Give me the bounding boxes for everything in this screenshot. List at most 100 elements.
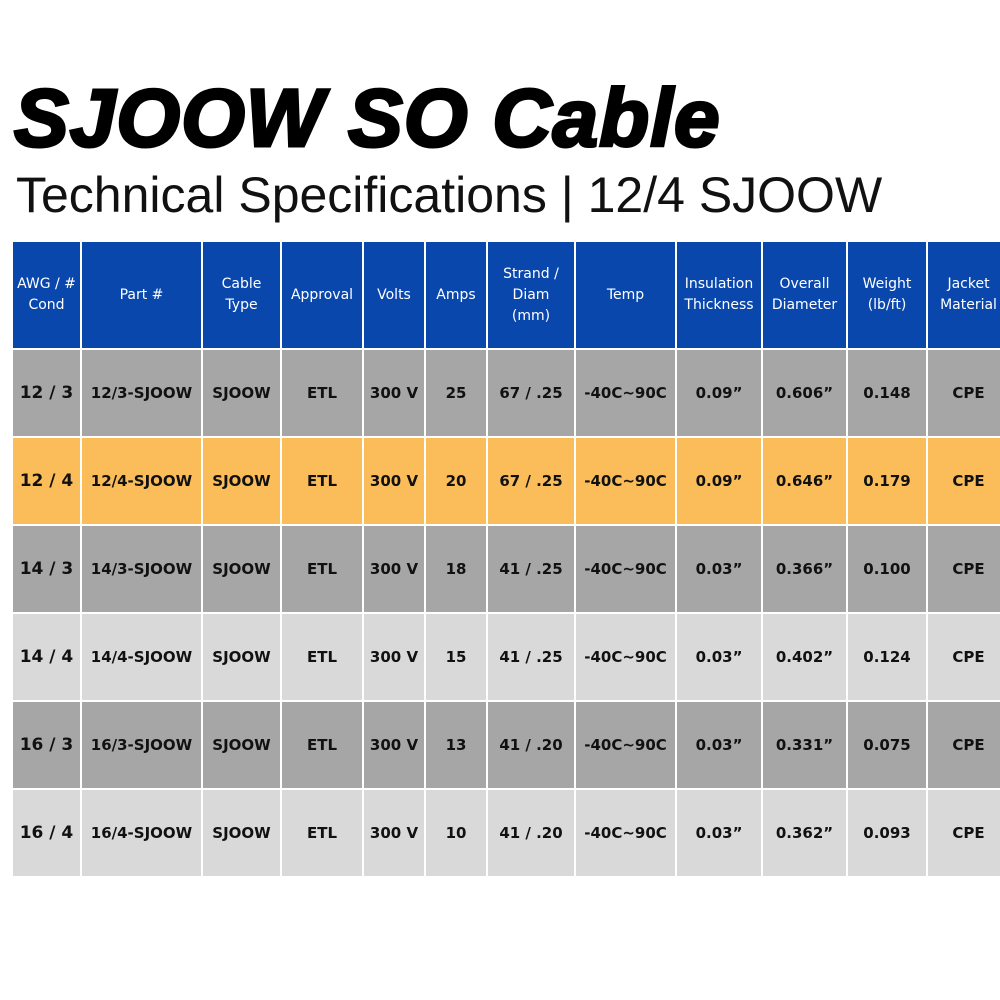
table-cell: 41 / .20: [488, 702, 574, 788]
table-row: 16 / 4 16/4-SJOOW SJOOW ETL 300 V 10 41 / .20-…: [13, 790, 1000, 876]
table-cell: 0.402”: [763, 614, 846, 700]
table-row: 12 / 4 12/4-SJOOW SJOOW ETL 300 V 20 67 / .25-…: [13, 438, 1000, 524]
table-cell: ETL: [282, 438, 362, 524]
table-cell: 41 / .25: [488, 526, 574, 612]
table-cell: 41 / .20: [488, 790, 574, 876]
header-line: Cable: [221, 276, 262, 292]
table-cell: 0.093: [848, 790, 926, 876]
table-cell: 0.03”: [677, 614, 761, 700]
table-cell: ETL: [282, 702, 362, 788]
table-cell: 300 V: [364, 614, 424, 700]
column-header: Weight (lb/ft): [848, 242, 926, 348]
table-cell: 0.124: [848, 614, 926, 700]
title: SJOOW SO Cable: [13, 73, 722, 164]
header-line: Diam: [512, 286, 550, 303]
table-cell: 14 / 3: [13, 526, 80, 612]
spec-table: AWG / # Cond Part # Cable Type Approval Volts A…: [11, 240, 1000, 878]
table-cell: 0.148: [848, 350, 926, 436]
header-line: Overall: [779, 276, 830, 292]
column-header: AWG / # Cond: [13, 242, 80, 348]
table-cell: 0.03”: [677, 526, 761, 612]
column-header: Approval: [282, 242, 362, 348]
table-cell: SJOOW: [203, 350, 280, 436]
header-line: Temp: [606, 286, 645, 303]
table-cell: -40C~90C: [576, 350, 675, 436]
header-line: Jacket: [947, 276, 990, 292]
table-cell: SJOOW: [203, 438, 280, 524]
header-line: Part #: [119, 286, 164, 303]
column-header: Temp: [576, 242, 675, 348]
table-cell: 0.09”: [677, 350, 761, 436]
table-cell: CPE: [928, 790, 1000, 876]
header-line: Thickness: [684, 297, 754, 313]
table-cell: 0.366”: [763, 526, 846, 612]
table-cell: -40C~90C: [576, 790, 675, 876]
table-cell: 300 V: [364, 702, 424, 788]
header-line: Type: [225, 297, 258, 313]
header-line: AWG / #: [17, 276, 76, 292]
header-line: (mm): [511, 307, 551, 324]
table-cell: 0.03”: [677, 702, 761, 788]
table-cell: CPE: [928, 614, 1000, 700]
table-cell: CPE: [928, 350, 1000, 436]
table-cell: ETL: [282, 790, 362, 876]
table-cell: 12/3-SJOOW: [82, 350, 201, 436]
table-cell: 25: [426, 350, 486, 436]
table-cell: 0.03”: [677, 790, 761, 876]
table-cell: 16/4-SJOOW: [82, 790, 201, 876]
column-header: Amps: [426, 242, 486, 348]
table-cell: 300 V: [364, 438, 424, 524]
header-line: Cond: [28, 297, 65, 313]
table-cell: 16/3-SJOOW: [82, 702, 201, 788]
table-cell: 15: [426, 614, 486, 700]
table-cell: SJOOW: [203, 614, 280, 700]
table-cell: 0.179: [848, 438, 926, 524]
table-cell: CPE: [928, 702, 1000, 788]
table-cell: CPE: [928, 438, 1000, 524]
table-cell: 12 / 4: [13, 438, 80, 524]
header-line: Approval: [290, 286, 354, 303]
table-cell: 0.09”: [677, 438, 761, 524]
table-cell: 16 / 4: [13, 790, 80, 876]
column-header: Jacket Material: [928, 242, 1000, 348]
table-cell: -40C~90C: [576, 438, 675, 524]
table-cell: 16 / 3: [13, 702, 80, 788]
header-line: Amps: [436, 286, 476, 303]
table-row: 14 / 3 14/3-SJOOW SJOOW ETL 300 V 18 41 / .25-…: [13, 526, 1000, 612]
table-cell: 300 V: [364, 790, 424, 876]
table-row: 16 / 3 16/3-SJOOW SJOOW ETL 300 V 13 41 / .20-…: [13, 702, 1000, 788]
subtitle: Technical Specifications | 12/4 SJOOW: [16, 167, 883, 223]
header-line: Strand /: [503, 265, 559, 282]
table-cell: 300 V: [364, 526, 424, 612]
table-cell: 0.100: [848, 526, 926, 612]
table-cell: ETL: [282, 526, 362, 612]
table-cell: 0.362”: [763, 790, 846, 876]
column-header: Overall Diameter: [763, 242, 846, 348]
header-line: Weight: [862, 276, 912, 292]
table-row: 14 / 4 14/4-SJOOW SJOOW ETL 300 V 15 41 / .25-…: [13, 614, 1000, 700]
table-cell: 20: [426, 438, 486, 524]
table-cell: 18: [426, 526, 486, 612]
table-cell: 300 V: [364, 350, 424, 436]
table-cell: 14 / 4: [13, 614, 80, 700]
column-header: Part #: [82, 242, 201, 348]
table-cell: 13: [426, 702, 486, 788]
header-line: Diameter: [771, 297, 838, 313]
header-row: AWG / # Cond Part # Cable Type Approval Volts A…: [13, 242, 1000, 348]
table-cell: 67 / .25: [488, 438, 574, 524]
table-body: 12 / 3 12/3-SJOOW SJOOW ETL 300 V 25 67 / .25-…: [13, 350, 1000, 876]
column-header: Strand / Diam (mm): [488, 242, 574, 348]
table-cell: -40C~90C: [576, 614, 675, 700]
column-header: Insulation Thickness: [677, 242, 761, 348]
table-cell: 12 / 3: [13, 350, 80, 436]
table-cell: 41 / .25: [488, 614, 574, 700]
table-cell: CPE: [928, 526, 1000, 612]
table-cell: 14/3-SJOOW: [82, 526, 201, 612]
table-cell: ETL: [282, 350, 362, 436]
table-cell: 0.331”: [763, 702, 846, 788]
table-cell: SJOOW: [203, 526, 280, 612]
table-cell: 0.606”: [763, 350, 846, 436]
table-row: 12 / 3 12/3-SJOOW SJOOW ETL 300 V 25 67 / .25-…: [13, 350, 1000, 436]
table-cell: 67 / .25: [488, 350, 574, 436]
